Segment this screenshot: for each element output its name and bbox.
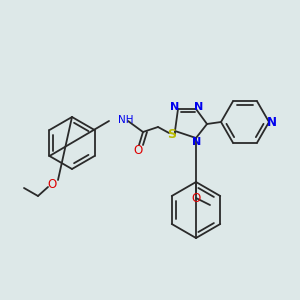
Text: O: O bbox=[134, 143, 142, 157]
Text: O: O bbox=[191, 191, 201, 205]
Text: N: N bbox=[267, 116, 277, 128]
Text: NH: NH bbox=[118, 115, 134, 125]
Text: O: O bbox=[47, 178, 57, 190]
Text: N: N bbox=[170, 102, 180, 112]
Text: N: N bbox=[194, 102, 204, 112]
Text: N: N bbox=[192, 137, 202, 147]
Text: S: S bbox=[167, 128, 176, 142]
